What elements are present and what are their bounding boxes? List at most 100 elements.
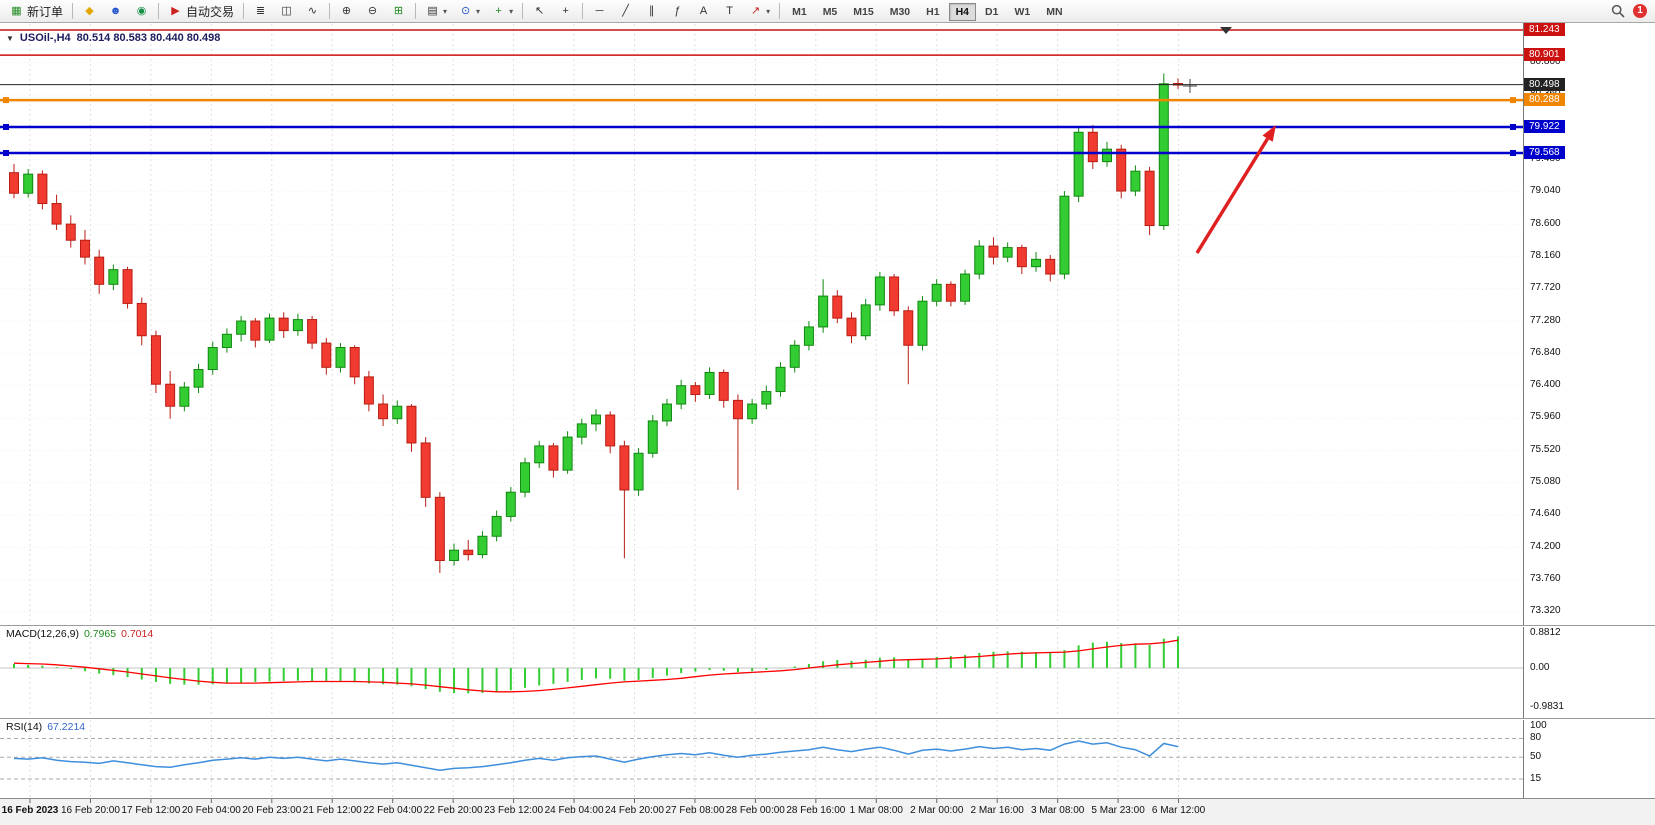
search-icon[interactable] — [1611, 4, 1625, 18]
timeframe-button-d1[interactable]: D1 — [978, 3, 1005, 21]
channel-tool-button[interactable]: ∥ — [639, 1, 664, 21]
time-axis-label: 16 Feb 2023 — [1, 805, 59, 816]
price-axis[interactable]: 80.80080.36079.92079.48079.04078.60078.1… — [1523, 22, 1655, 798]
candle-body — [136, 302, 147, 337]
rsi-panel-separator[interactable] — [0, 718, 1655, 720]
toolbar-separator — [243, 3, 245, 19]
time-axis-label: 2 Mar 00:00 — [910, 805, 964, 816]
bar-chart-mode-button[interactable]: ≣ — [248, 1, 273, 21]
candle-body — [718, 371, 729, 401]
line-handle[interactable] — [3, 149, 9, 156]
price-axis-label: 78.160 — [1530, 249, 1561, 261]
timeframe-button-m1[interactable]: M1 — [785, 3, 814, 21]
time-axis[interactable]: 16 Feb 2023 16 Feb 20:00 17 Feb 12:00 20 Fe… — [0, 798, 1655, 825]
candle-body — [491, 515, 502, 537]
market-watch-button[interactable]: ◆ — [77, 1, 102, 21]
candle-body — [520, 462, 531, 493]
candle-body — [903, 310, 914, 346]
price-axis-label: 74.200 — [1530, 540, 1561, 552]
trendline-tool-button[interactable]: ╱ — [613, 1, 638, 21]
timeframe-button-m30[interactable]: M30 — [883, 3, 917, 21]
candlestick-mode-button[interactable]: ◫ — [274, 1, 299, 21]
candle-body — [221, 333, 232, 348]
candlestick-series — [9, 73, 1183, 573]
line-handle[interactable] — [1510, 97, 1516, 104]
macd-scale-label: 0.00 — [1530, 661, 1550, 673]
candle-body — [1158, 83, 1169, 227]
zoom-out-button[interactable]: ⊖ — [360, 1, 385, 21]
line-handle[interactable] — [3, 97, 9, 104]
horizontal-line-tool-button[interactable]: ─ — [587, 1, 612, 21]
bar-chart-icon: ≣ — [255, 4, 266, 17]
timeframe-button-mn[interactable]: MN — [1039, 3, 1069, 21]
fibonacci-tool-button[interactable]: ƒ — [665, 1, 690, 21]
line-handle[interactable] — [1510, 123, 1516, 130]
text-tool-icon: A — [699, 4, 708, 17]
timeframe-button-m5[interactable]: M5 — [816, 3, 845, 21]
zoom-in-button[interactable]: ⊕ — [334, 1, 359, 21]
price-axis-label: 77.280 — [1530, 314, 1561, 326]
time-axis-label: 17 Feb 12:00 — [121, 805, 181, 816]
candle-body — [690, 385, 701, 395]
macd-signal-line — [13, 639, 1179, 693]
time-axis-label: 22 Feb 04:00 — [363, 805, 423, 816]
candle-body — [150, 335, 161, 385]
macd-panel-separator[interactable] — [0, 625, 1655, 627]
rsi-scale-label: 15 — [1530, 772, 1542, 784]
zoom-in-icon: ⊕ — [341, 4, 352, 17]
price-badge-level: 80.288 — [1524, 93, 1565, 107]
shapes-tool-button[interactable]: ↗ ▾ — [743, 1, 775, 21]
price-axis-label: 75.960 — [1530, 411, 1561, 423]
candle-body — [818, 295, 829, 328]
cursor-icon: ↖ — [534, 4, 545, 17]
price-badge-resistance: 81.243 — [1524, 22, 1565, 36]
community-icon: ◉ — [136, 4, 147, 17]
indicators-button[interactable]: + ▾ — [486, 1, 518, 21]
price-axis-label: 76.840 — [1530, 346, 1561, 358]
symbol-dropdown-icon[interactable]: ▼ — [6, 33, 14, 43]
candle-body — [349, 346, 360, 378]
candle-body — [321, 342, 332, 368]
candle-body — [193, 369, 204, 388]
toolbar-separator — [779, 3, 781, 19]
chevron-down-icon: ▾ — [509, 6, 514, 16]
macd-indicator-label: MACD(12,26,9) 0.7965 0.7014 — [6, 628, 153, 640]
timeframe-button-w1[interactable]: W1 — [1007, 3, 1037, 21]
timeframe-button-h4[interactable]: H4 — [948, 2, 977, 21]
candle-body — [477, 535, 488, 556]
notification-badge[interactable]: 1 — [1633, 4, 1647, 18]
line-handle[interactable] — [3, 123, 9, 130]
candle-body — [264, 317, 275, 341]
profiles-button[interactable]: ⊙ ▾ — [453, 1, 485, 21]
trend-arrow-annotation[interactable] — [1195, 137, 1270, 254]
crosshair-tool-button[interactable]: + — [553, 1, 578, 21]
line-chart-mode-button[interactable]: ∿ — [300, 1, 325, 21]
grid-lines — [0, 24, 1523, 797]
timeframe-button-h1[interactable]: H1 — [919, 3, 946, 21]
label-tool-button[interactable]: T — [717, 1, 742, 21]
timeframe-button-m15[interactable]: M15 — [846, 3, 880, 21]
price-axis-label: 73.320 — [1530, 605, 1561, 617]
line-handle[interactable] — [1510, 149, 1516, 156]
new-chart-button[interactable]: ▤ ▾ — [420, 1, 452, 21]
time-axis-label: 5 Mar 23:00 — [1091, 805, 1145, 816]
auto-trading-button[interactable]: ▶ 自动交易 — [163, 1, 239, 21]
community-button[interactable]: ◉ — [129, 1, 154, 21]
trend-arrow-head[interactable] — [1262, 125, 1276, 142]
toolbar-right-group: 1 — [1611, 4, 1651, 18]
text-tool-button[interactable]: A — [691, 1, 716, 21]
new-chart-icon: ▤ — [427, 4, 438, 17]
time-axis-label: 24 Feb 20:00 — [605, 805, 664, 816]
tile-windows-button[interactable]: ⊞ — [386, 1, 411, 21]
channel-icon: ∥ — [648, 4, 655, 17]
navigator-button[interactable]: ☻ — [103, 1, 128, 21]
candle-body — [1073, 131, 1084, 197]
cursor-tool-button[interactable]: ↖ — [527, 1, 552, 21]
new-order-button[interactable]: ▦ 新订单 — [4, 1, 68, 21]
chart-shift-icon[interactable] — [1220, 27, 1232, 34]
candle-body — [562, 436, 573, 471]
chevron-down-icon: ▾ — [766, 6, 771, 16]
navigator-icon: ☻ — [109, 4, 122, 17]
price-axis-label: 78.600 — [1530, 217, 1561, 229]
